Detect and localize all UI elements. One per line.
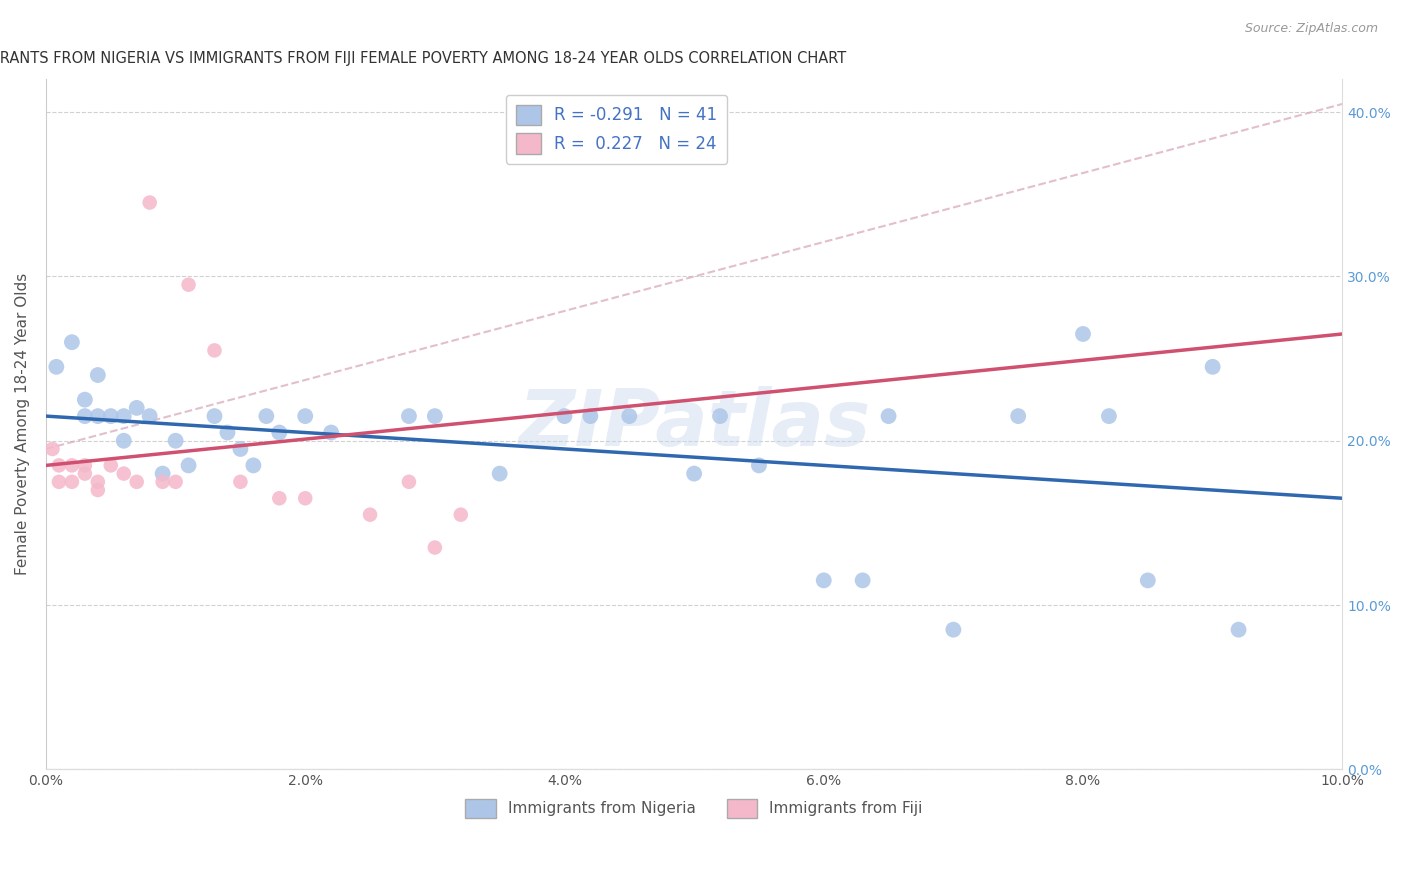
Point xyxy=(269,491,291,506)
Point xyxy=(553,409,575,423)
Point xyxy=(229,442,252,456)
Point xyxy=(204,409,226,423)
Point xyxy=(112,467,135,481)
Point xyxy=(294,491,316,506)
Text: Source: ZipAtlas.com: Source: ZipAtlas.com xyxy=(1244,22,1378,36)
Point xyxy=(152,467,174,481)
Point xyxy=(877,409,900,423)
Point xyxy=(1136,574,1159,588)
Point xyxy=(73,467,96,481)
Point xyxy=(242,458,264,473)
Point xyxy=(60,335,83,350)
Point xyxy=(48,475,70,489)
Point xyxy=(87,475,110,489)
Point xyxy=(1227,623,1250,637)
Point xyxy=(87,409,110,423)
Point xyxy=(1201,359,1223,374)
Point xyxy=(125,475,148,489)
Point xyxy=(748,458,770,473)
Point xyxy=(87,368,110,382)
Point xyxy=(579,409,602,423)
Text: IMMIGRANTS FROM NIGERIA VS IMMIGRANTS FROM FIJI FEMALE POVERTY AMONG 18-24 YEAR : IMMIGRANTS FROM NIGERIA VS IMMIGRANTS FR… xyxy=(0,51,846,66)
Point xyxy=(359,508,381,522)
Point xyxy=(60,458,83,473)
Point xyxy=(294,409,316,423)
Point xyxy=(709,409,731,423)
Legend: Immigrants from Nigeria, Immigrants from Fiji: Immigrants from Nigeria, Immigrants from… xyxy=(460,793,929,823)
Point xyxy=(423,409,446,423)
Text: ZIPatlas: ZIPatlas xyxy=(517,386,870,462)
Point xyxy=(138,195,160,210)
Point xyxy=(45,359,67,374)
Point xyxy=(813,574,835,588)
Point xyxy=(87,483,110,497)
Point xyxy=(321,425,343,440)
Point xyxy=(125,401,148,415)
Point xyxy=(450,508,472,522)
Point xyxy=(942,623,965,637)
Y-axis label: Female Poverty Among 18-24 Year Olds: Female Poverty Among 18-24 Year Olds xyxy=(15,273,30,575)
Point xyxy=(683,467,706,481)
Point xyxy=(48,458,70,473)
Point xyxy=(177,458,200,473)
Point xyxy=(204,343,226,358)
Point xyxy=(269,425,291,440)
Point xyxy=(73,392,96,407)
Point xyxy=(165,434,187,448)
Point xyxy=(229,475,252,489)
Point xyxy=(100,458,122,473)
Point xyxy=(1007,409,1029,423)
Point xyxy=(852,574,875,588)
Point xyxy=(254,409,277,423)
Point xyxy=(398,475,420,489)
Point xyxy=(138,409,160,423)
Point xyxy=(488,467,510,481)
Point xyxy=(152,475,174,489)
Point xyxy=(73,458,96,473)
Point xyxy=(1071,326,1094,341)
Point xyxy=(177,277,200,292)
Point xyxy=(112,409,135,423)
Point xyxy=(398,409,420,423)
Point xyxy=(112,434,135,448)
Point xyxy=(41,442,63,456)
Point xyxy=(165,475,187,489)
Point xyxy=(1098,409,1121,423)
Point xyxy=(423,541,446,555)
Point xyxy=(217,425,239,440)
Point xyxy=(619,409,641,423)
Point xyxy=(73,409,96,423)
Point xyxy=(100,409,122,423)
Point xyxy=(60,475,83,489)
